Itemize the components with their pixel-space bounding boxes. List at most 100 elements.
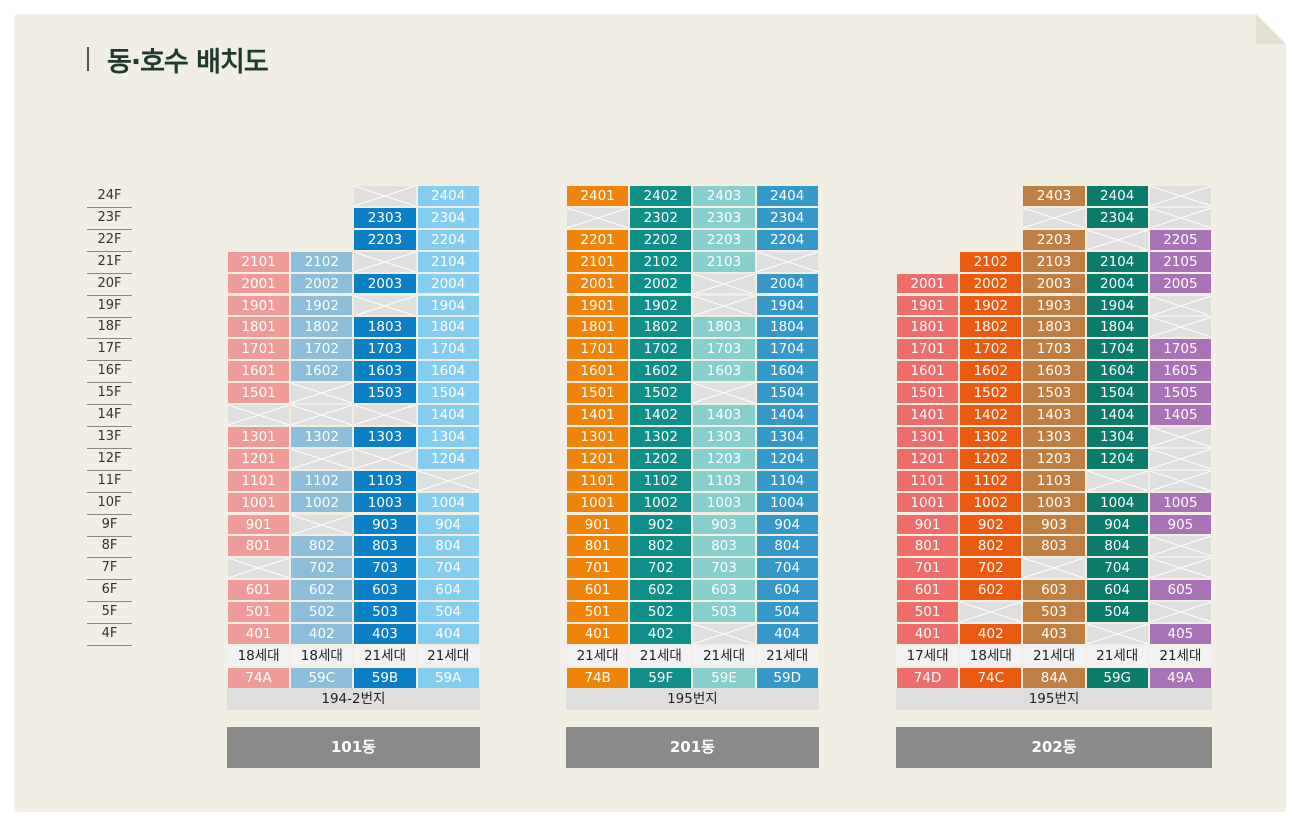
- unit-cell: 504: [416, 601, 480, 623]
- household-count: 21세대: [629, 644, 693, 667]
- unit-empty: [755, 250, 819, 273]
- unit-cell: 1201: [227, 447, 291, 470]
- unit-cell: 1901: [896, 294, 960, 317]
- unit-cell: 401: [227, 623, 291, 645]
- unit-cell: 1602: [629, 360, 693, 383]
- unit-cell: 1102: [290, 469, 354, 492]
- unit-cell: 901: [227, 513, 291, 536]
- unit-cell: 1301: [896, 425, 960, 448]
- unit-cell: 604: [416, 579, 480, 602]
- unit-cell: 902: [629, 513, 693, 536]
- unit-cell: 1003: [1022, 491, 1086, 514]
- unit-cell: 2004: [1085, 272, 1149, 295]
- unit-cell: 704: [416, 557, 480, 580]
- unit-cell: 1004: [755, 491, 819, 514]
- unit-cell: 2004: [755, 272, 819, 295]
- unit-empty: [227, 557, 291, 580]
- unit-cell: 703: [353, 557, 417, 580]
- unit-cell: 804: [416, 535, 480, 558]
- building-address: 194-2번지: [227, 688, 480, 710]
- unit-cell: 2403: [692, 185, 756, 207]
- unit-cell: 601: [566, 579, 630, 602]
- unit-cell: 604: [755, 579, 819, 602]
- unit-empty: [353, 404, 417, 426]
- unit-cell: 1904: [1085, 294, 1149, 317]
- unit-cell: 1201: [566, 447, 630, 470]
- floor-label: 18F: [87, 316, 132, 340]
- unit-cell: 1803: [692, 316, 756, 339]
- unit-cell: 701: [566, 557, 630, 580]
- unit-cell: 2005: [1148, 272, 1212, 295]
- unit-cell: 1804: [1085, 316, 1149, 339]
- unit-cell: 2002: [959, 272, 1023, 295]
- unit-cell: 1303: [353, 425, 417, 448]
- unit-cell: 1603: [1022, 360, 1086, 383]
- unit-empty: [692, 272, 756, 295]
- unit-cell: 503: [1022, 601, 1086, 623]
- unit-empty: [290, 404, 354, 426]
- unit-cell: 603: [692, 579, 756, 602]
- unit-cell: 1001: [896, 491, 960, 514]
- unit-cell: 1901: [227, 294, 291, 317]
- household-count: 21세대: [1085, 644, 1149, 667]
- unit-cell: 1802: [959, 316, 1023, 339]
- unit-cell: 1705: [1148, 338, 1212, 361]
- unit-cell: 704: [755, 557, 819, 580]
- unit-type: 59A: [416, 666, 480, 689]
- unit-cell: 2205: [1148, 228, 1212, 251]
- unit-cell: 1204: [755, 447, 819, 470]
- unit-cell: 1803: [1022, 316, 1086, 339]
- unit-empty: [1148, 469, 1212, 492]
- unit-cell: 2001: [566, 272, 630, 295]
- unit-cell: 2001: [227, 272, 291, 295]
- unit-empty: [1085, 228, 1149, 251]
- unit-cell: 1304: [1085, 425, 1149, 448]
- unit-cell: 1903: [1022, 294, 1086, 317]
- unit-cell: 1704: [755, 338, 819, 361]
- unit-cell: 1004: [416, 491, 480, 514]
- unit-empty: [1148, 185, 1212, 207]
- unit-cell: 2103: [692, 250, 756, 273]
- floor-label: 11F: [87, 470, 132, 493]
- unit-cell: 1402: [629, 404, 693, 426]
- unit-empty: [353, 294, 417, 317]
- unit-cell: 703: [692, 557, 756, 580]
- unit-cell: 1601: [227, 360, 291, 383]
- floor-label: 8F: [87, 535, 132, 559]
- unit-empty: [692, 623, 756, 645]
- unit-cell: 2203: [692, 228, 756, 251]
- unit-cell: 1801: [227, 316, 291, 339]
- unit-cell: 1003: [692, 491, 756, 514]
- unit-cell: 804: [755, 535, 819, 558]
- floor-label: 22F: [87, 229, 132, 252]
- unit-cell: 1103: [692, 469, 756, 492]
- unit-cell: 801: [896, 535, 960, 558]
- unit-cell: 605: [1148, 579, 1212, 602]
- unit-cell: 2304: [1085, 206, 1149, 229]
- unit-cell: 1203: [692, 447, 756, 470]
- unit-cell: 1404: [755, 404, 819, 426]
- unit-cell: 402: [959, 623, 1023, 645]
- unit-type: 74D: [896, 666, 960, 689]
- unit-cell: 1402: [959, 404, 1023, 426]
- unit-cell: 2404: [1085, 185, 1149, 207]
- unit-cell: 502: [290, 601, 354, 623]
- unit-empty: [290, 447, 354, 470]
- unit-cell: 1605: [1148, 360, 1212, 383]
- unit-cell: 1405: [1148, 404, 1212, 426]
- unit-type: 59D: [755, 666, 819, 689]
- unit-empty: [290, 382, 354, 404]
- floor-label: 12F: [87, 448, 132, 471]
- floor-label: 6F: [87, 579, 132, 603]
- unit-cell: 1603: [353, 360, 417, 383]
- unit-cell: 1103: [353, 469, 417, 492]
- unit-empty: [1148, 447, 1212, 470]
- unit-cell: 2004: [416, 272, 480, 295]
- unit-cell: 1002: [629, 491, 693, 514]
- household-count: 21세대: [1148, 644, 1212, 667]
- unit-cell: 903: [1022, 513, 1086, 536]
- unit-type: 74B: [566, 666, 630, 689]
- unit-cell: 702: [959, 557, 1023, 580]
- unit-cell: 1002: [290, 491, 354, 514]
- unit-cell: 1002: [959, 491, 1023, 514]
